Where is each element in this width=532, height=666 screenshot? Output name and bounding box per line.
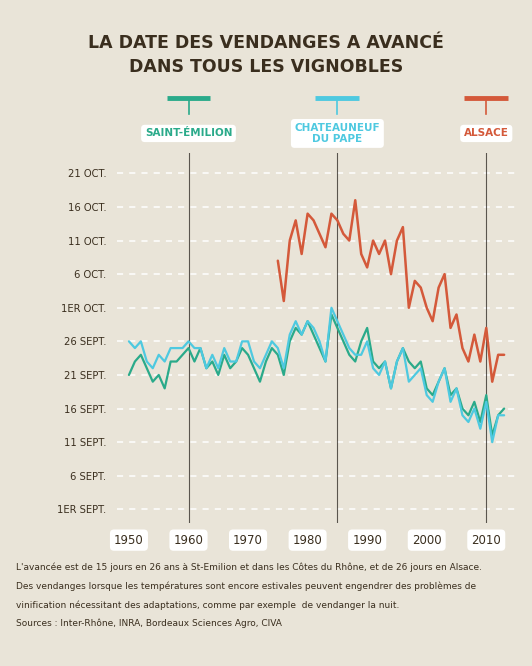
Text: 1970: 1970 [233, 533, 263, 547]
Text: LA DATE DES VENDANGES A AVANCÉ: LA DATE DES VENDANGES A AVANCÉ [88, 34, 444, 53]
Text: 2010: 2010 [471, 533, 501, 547]
Text: 1980: 1980 [293, 533, 322, 547]
Text: 1990: 1990 [352, 533, 382, 547]
Text: Des vendanges lorsque les températures sont encore estivales peuvent engendrer d: Des vendanges lorsque les températures s… [16, 581, 476, 591]
Text: L'avancée est de 15 jours en 26 ans à St-Emilion et dans les Côtes du Rhône, et : L'avancée est de 15 jours en 26 ans à St… [16, 563, 482, 572]
Text: Sources : Inter-Rhône, INRA, Bordeaux Sciences Agro, CIVA: Sources : Inter-Rhône, INRA, Bordeaux Sc… [16, 619, 282, 628]
Text: 1950: 1950 [114, 533, 144, 547]
Text: 1960: 1960 [173, 533, 203, 547]
Text: DANS TOUS LES VIGNOBLES: DANS TOUS LES VIGNOBLES [129, 57, 403, 76]
Text: vinification nécessitant des adaptations, comme par exemple  de vendanger la nui: vinification nécessitant des adaptations… [16, 600, 400, 609]
Text: ALSACE: ALSACE [464, 129, 509, 139]
Text: CHATEAUNEUF
DU PAPE: CHATEAUNEUF DU PAPE [295, 123, 380, 145]
Text: SAINT-ÉMILION: SAINT-ÉMILION [145, 129, 232, 139]
Text: 2000: 2000 [412, 533, 442, 547]
